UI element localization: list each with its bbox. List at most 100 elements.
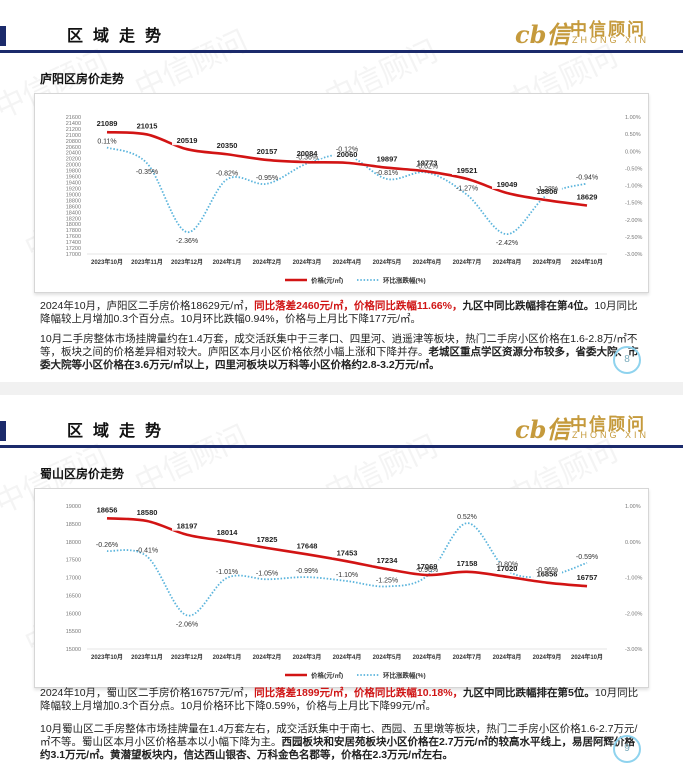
y-left-tick-label: 17200	[66, 246, 81, 252]
price-data-label-bg	[92, 503, 122, 515]
y-right-tick-label: -3.00%	[625, 647, 643, 653]
x-tick-label: 2023年12月	[171, 258, 203, 266]
price-data-label: 19897	[377, 155, 398, 164]
price-data-label-bg	[532, 567, 562, 579]
mom-data-label: -0.41%	[136, 547, 158, 554]
x-tick-label: 2024年5月	[373, 258, 402, 266]
price-data-label: 17158	[457, 559, 478, 568]
logo-mark: cb信	[515, 20, 571, 49]
x-tick-label: 2023年11月	[131, 258, 163, 266]
price-data-label: 17453	[337, 548, 358, 557]
series-line-mom-change	[106, 146, 588, 236]
y-right-tick-label: 0.00%	[625, 149, 641, 155]
price-data-label: 18656	[97, 505, 118, 514]
logo-name-en: ZHONG XIN	[572, 35, 650, 45]
legend-label-mom: 环比涨跌幅(%)	[383, 671, 426, 680]
price-data-label-bg	[412, 156, 442, 168]
detail-bold-text: 西园板块和安居苑板块小区价格在2.7万元/㎡的较高水平线上，易居阿辉价格约3.1…	[40, 736, 636, 761]
y-left-tick-label: 18000	[66, 222, 81, 228]
price-data-label-bg	[252, 533, 282, 545]
price-data-label: 21015	[137, 121, 158, 130]
mom-data-label: 0.11%	[97, 138, 116, 145]
mom-data-label: -1.01%	[216, 569, 238, 576]
x-tick-label: 2024年4月	[333, 653, 362, 661]
chart-subtitle: 庐阳区房价走势	[40, 72, 125, 86]
price-data-label: 20519	[177, 136, 198, 145]
y-left-tick-label: 21400	[66, 121, 81, 127]
series-line-mom-change	[106, 522, 588, 617]
x-tick-label: 2024年10月	[571, 258, 603, 266]
x-tick-label: 2024年5月	[373, 653, 402, 661]
y-left-tick-label: 18500	[66, 522, 81, 528]
y-left-tick-label: 21200	[66, 127, 81, 133]
mom-data-label: -0.59%	[576, 554, 598, 561]
price-data-label: 19773	[417, 158, 438, 167]
price-data-label-bg	[572, 190, 602, 202]
price-data-label: 17825	[257, 535, 278, 544]
mom-data-label: -0.62%	[416, 163, 438, 170]
title-marker	[0, 421, 6, 441]
mom-data-label: -1.05%	[256, 570, 278, 577]
price-data-label-bg	[172, 519, 202, 531]
y-right-tick-label: -2.00%	[625, 611, 643, 617]
price-data-label: 17648	[297, 541, 318, 550]
summary-rank: 九区中同比跌幅排在第4位。	[462, 300, 595, 312]
mom-data-label: -2.36%	[176, 238, 198, 245]
detail-bold-text: 老城区重点学区资源分布较多，省委大院、市委大院等小区价格在3.6万元/㎡以上，四…	[40, 346, 639, 371]
slide-shushan: 中信顾问 中信顾问 中信顾问 中信顾问 中信顾问 中信顾问 中信顾问 区域走势 …	[0, 395, 683, 777]
price-data-label-bg	[332, 546, 362, 558]
price-data-label-bg	[172, 134, 202, 146]
x-tick-label: 2023年12月	[171, 653, 203, 661]
mom-data-label: -0.80%	[496, 561, 518, 568]
price-data-label-bg	[372, 152, 402, 164]
price-data-label-bg	[292, 539, 322, 551]
x-tick-label: 2024年6月	[413, 653, 442, 661]
price-data-label: 20157	[257, 147, 278, 156]
detail-paragraph: 10月蜀山区二手房整体市场挂牌量在1.4万套左右，成交活跃集中于南七、西园、五里…	[40, 723, 640, 762]
y-right-tick-label: -3.00%	[625, 252, 643, 258]
x-tick-label: 2024年2月	[253, 258, 282, 266]
mom-data-label: -0.26%	[96, 542, 118, 549]
y-left-tick-label: 19600	[66, 175, 81, 181]
y-left-tick-label: 20400	[66, 151, 81, 157]
slide-header: 区域走势 cb信 中信顾问 ZHONG XIN	[0, 395, 683, 453]
x-tick-label: 2023年10月	[91, 258, 123, 266]
title-marker	[0, 26, 6, 46]
logo-mark: cb信	[515, 415, 571, 444]
mom-data-label: -0.35%	[136, 169, 158, 176]
mom-data-label: -0.95%	[256, 175, 278, 182]
y-left-tick-label: 17600	[66, 234, 81, 240]
y-left-tick-label: 19200	[66, 186, 81, 192]
price-data-label: 19049	[497, 180, 518, 189]
price-data-label: 18806	[537, 187, 558, 196]
y-right-tick-label: -1.00%	[625, 576, 643, 582]
page-number: 9	[613, 735, 641, 763]
price-chart: 19000 18500 18000 17500 17000 16500 16000 15500…	[34, 488, 649, 688]
x-tick-label: 2024年2月	[253, 653, 282, 661]
detail-paragraph: 10月二手房整体市场挂牌量约在1.4万套，成交活跃集中于三孝口、四里河、逍遥津等…	[40, 333, 640, 372]
x-tick-label: 2023年11月	[131, 653, 163, 661]
y-left-tick-label: 15500	[66, 629, 81, 635]
x-tick-label: 2024年8月	[493, 258, 522, 266]
header-divider	[0, 445, 683, 448]
legend-label-mom: 环比涨跌幅(%)	[383, 276, 426, 285]
y-left-tick-label: 19400	[66, 181, 81, 187]
y-right-tick-label: 0.00%	[625, 540, 641, 546]
price-data-label: 18629	[577, 192, 598, 201]
slide-header: 区域走势 cb信 中信顾问 ZHONG XIN	[0, 0, 683, 58]
x-tick-label: 2024年7月	[453, 258, 482, 266]
y-right-tick-label: -1.50%	[625, 201, 643, 207]
price-data-label: 16757	[577, 573, 598, 582]
price-data-label-bg	[412, 560, 442, 572]
price-data-label: 16856	[537, 570, 558, 579]
summary-paragraph: 2024年10月，庐阳区二手房价格18629元/㎡，同比落差2460元/㎡，价格…	[40, 300, 640, 326]
page-number: 8	[613, 346, 641, 374]
price-data-label-bg	[212, 139, 242, 151]
x-tick-label: 2024年4月	[333, 258, 362, 266]
y-left-tick-label: 17000	[66, 252, 81, 258]
logo-name-cn: 中信顾问	[570, 415, 646, 434]
price-data-label-bg	[492, 561, 522, 573]
price-data-label-bg	[132, 119, 162, 131]
x-tick-label: 2024年9月	[533, 258, 562, 266]
price-data-label: 18014	[217, 528, 239, 537]
